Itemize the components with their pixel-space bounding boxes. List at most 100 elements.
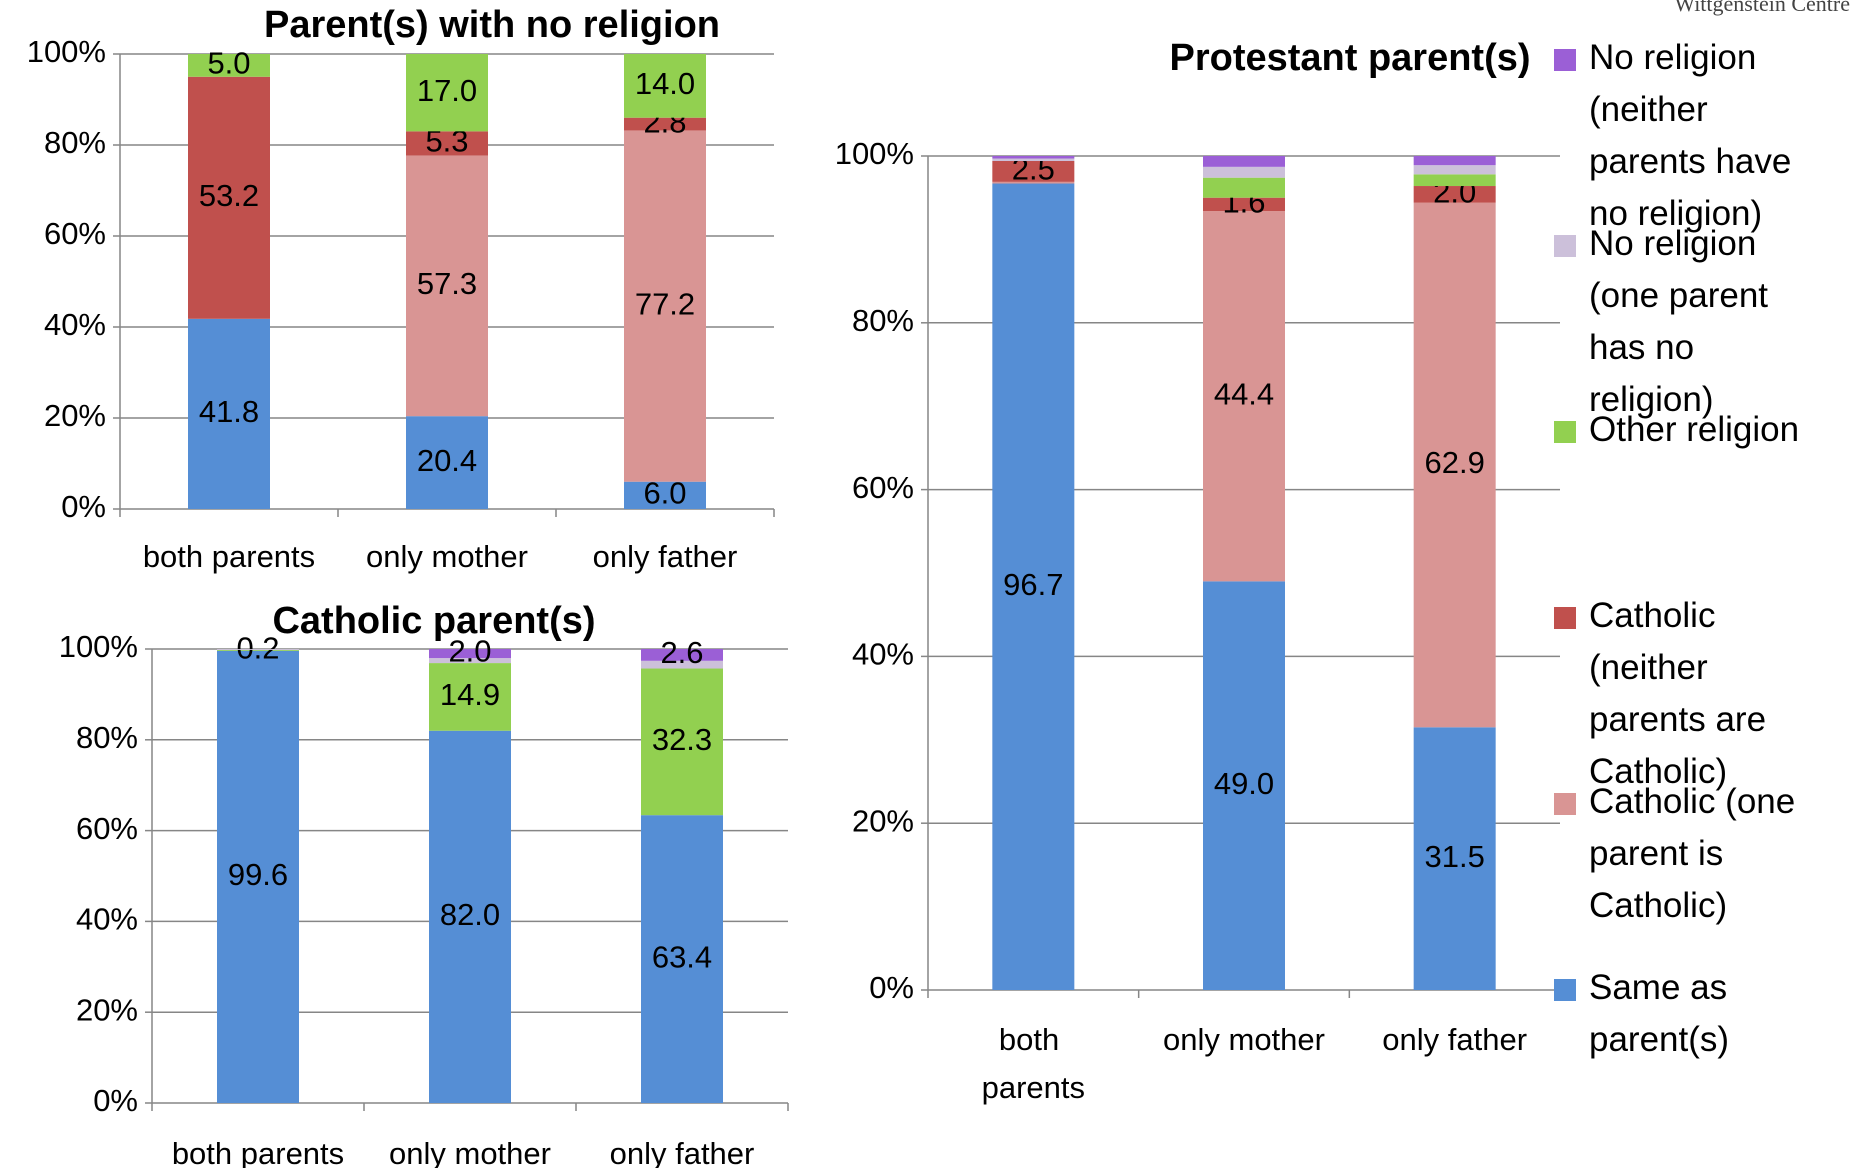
data-label: 17.0 [417, 73, 477, 108]
bar-segment [188, 76, 270, 319]
bar-segment [1413, 174, 1496, 187]
bar-segment [624, 130, 706, 482]
bar-segment [624, 54, 706, 118]
y-tick-label: 80% [76, 720, 138, 755]
y-tick-label: 20% [852, 803, 914, 838]
x-tick-label: only father [593, 539, 738, 574]
bar-segment [406, 155, 488, 417]
legend-label: Same as parent(s) [1589, 968, 1737, 1059]
x-tick-label: only father [1382, 1022, 1527, 1057]
data-label: 53.2 [199, 178, 259, 213]
bar-segment [992, 161, 1075, 182]
data-label: 0.2 [236, 631, 279, 666]
legend-swatch [1554, 235, 1576, 257]
data-label: 96.7 [1003, 567, 1063, 602]
y-tick-label: 100% [27, 34, 106, 69]
bar-segment [1203, 197, 1285, 212]
data-label: 44.4 [1214, 376, 1274, 411]
data-label: 14.0 [635, 66, 695, 101]
bar-segment [217, 649, 299, 651]
y-tick-label: 40% [76, 902, 138, 937]
x-tick-label: both parents [143, 539, 315, 574]
x-tick-label: both parents [172, 1136, 344, 1168]
bar-segment [641, 815, 723, 1103]
data-label: 31.5 [1424, 839, 1484, 874]
y-tick-label: 80% [44, 125, 106, 160]
y-tick-label: 80% [852, 303, 914, 338]
data-label: 77.2 [635, 286, 695, 321]
data-label: 63.4 [652, 939, 712, 974]
y-tick-label: 0% [61, 489, 106, 524]
legend-label: No religion (neither parents have no rel… [1589, 38, 1801, 233]
x-tick-label: only mother [1163, 1022, 1325, 1057]
bar-segment [1203, 177, 1285, 198]
bar-segment [1413, 186, 1496, 203]
bar-segment [992, 181, 1075, 184]
x-tick-label: only mother [366, 539, 528, 574]
y-tick-label: 60% [44, 216, 106, 251]
bar-segment [1203, 156, 1285, 167]
data-label: 5.0 [207, 46, 250, 81]
data-label: 57.3 [417, 266, 477, 301]
legend-swatch [1554, 793, 1576, 815]
bar-segment [429, 649, 511, 659]
y-tick-label: 40% [44, 307, 106, 342]
bar-segment [217, 650, 299, 1103]
data-label: 2.0 [448, 634, 491, 669]
bar-segment [429, 663, 511, 731]
bar-segment [217, 649, 299, 650]
bar-segment [406, 131, 488, 156]
data-label: 14.9 [440, 677, 500, 712]
data-label: 41.8 [199, 394, 259, 429]
data-label: 20.4 [417, 443, 477, 478]
bar-segment [429, 730, 511, 1103]
x-tick-label: only father [610, 1136, 755, 1168]
y-tick-label: 0% [869, 970, 914, 1005]
y-tick-label: 100% [59, 629, 138, 664]
chart-title: Protestant parent(s) [1169, 37, 1530, 79]
legend-swatch [1554, 421, 1576, 443]
x-tick-label: only mother [389, 1136, 551, 1168]
x-tick-label: both parents [982, 1022, 1085, 1105]
bar-segment [1413, 202, 1496, 728]
y-tick-label: 40% [852, 637, 914, 672]
watermark: Wittgenstein Centre [1674, 0, 1850, 16]
chart-title: Catholic parent(s) [272, 600, 595, 642]
legend-label: No religion (one parent has no religion) [1589, 224, 1778, 419]
bar-segment [1413, 165, 1496, 175]
data-label: 32.3 [652, 722, 712, 757]
legend-swatch [1554, 607, 1576, 629]
bar-segment [624, 117, 706, 131]
data-label: 82.0 [440, 897, 500, 932]
legend-swatch [1554, 979, 1576, 1001]
bar-segment [188, 54, 270, 77]
y-tick-label: 60% [852, 470, 914, 505]
y-tick-label: 60% [76, 811, 138, 846]
bar-segment [406, 54, 488, 132]
bar-segment [1413, 156, 1496, 166]
legend-swatch [1554, 49, 1576, 71]
data-label: 49.0 [1214, 766, 1274, 801]
legend-label: Other religion [1589, 410, 1799, 449]
legend-label: Catholic (one parent is Catholic) [1589, 782, 1805, 925]
bar-segment [992, 158, 1075, 162]
y-tick-label: 20% [44, 398, 106, 433]
bar-segment [992, 156, 1075, 159]
bar-segment [1203, 211, 1285, 582]
bar-segment [1203, 166, 1285, 178]
y-tick-label: 0% [93, 1083, 138, 1118]
y-tick-label: 20% [76, 992, 138, 1027]
data-label: 62.9 [1424, 445, 1484, 480]
bar-segment [406, 416, 488, 509]
y-tick-label: 100% [835, 136, 914, 171]
legend-label: Catholic (neither parents are Catholic) [1589, 596, 1776, 791]
bar-segment [641, 649, 723, 661]
bar-segment [624, 481, 706, 509]
bar-segment [188, 318, 270, 509]
bar-segment [992, 183, 1075, 991]
bar-segment [1413, 727, 1496, 990]
bar-segment [641, 668, 723, 816]
data-label: 2.6 [660, 635, 703, 670]
